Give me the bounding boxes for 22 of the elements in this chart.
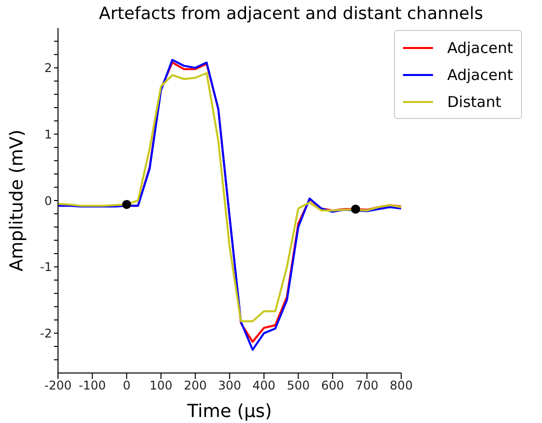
x-axis-title: Time (µs) (186, 401, 272, 422)
x-tick-label: 0 (122, 378, 130, 393)
y-tick-label: -1 (40, 260, 52, 274)
chart-title: Artefacts from adjacent and distant channels (98, 3, 484, 26)
legend-label: Adjacent (447, 38, 513, 56)
x-tick-label: 500 (286, 378, 310, 393)
x-tick-label: 800 (390, 378, 413, 393)
x-tick-label: -200 (44, 378, 72, 393)
x-tick-label: 300 (218, 378, 242, 393)
y-tick-label: 0 (44, 194, 52, 208)
y-tick-label: 2 (44, 61, 52, 76)
y-axis-title: Amplitude (mV) (6, 130, 28, 272)
x-tick-label: 200 (184, 378, 207, 393)
x-tick-label: 700 (355, 378, 378, 393)
y-tick-label: -2 (40, 326, 52, 340)
legend-label: Distant (447, 92, 502, 110)
x-tick-label: 100 (150, 378, 172, 393)
x-tick-label: 600 (321, 378, 344, 393)
y-tick-label: 1 (44, 127, 52, 142)
x-tick-label: -100 (78, 378, 106, 393)
legend-label: Adjacent (447, 66, 513, 84)
x-tick-label: 400 (252, 378, 276, 393)
